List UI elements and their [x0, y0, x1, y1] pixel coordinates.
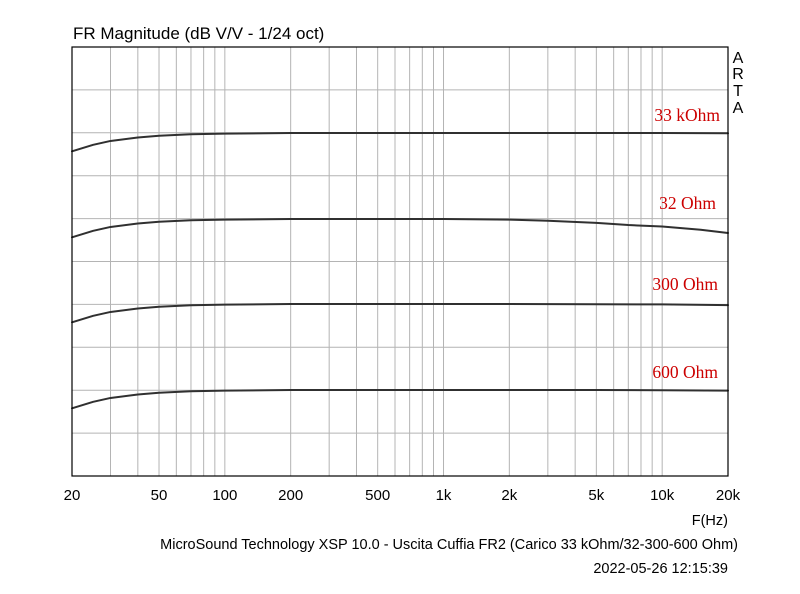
series-label: 300 Ohm [652, 274, 718, 294]
series-label: 600 Ohm [652, 362, 718, 382]
series-line [71, 389, 729, 410]
x-tick-label: 200 [278, 487, 303, 504]
x-tick-label: 20 [64, 487, 81, 504]
brand-letter: A [733, 50, 744, 67]
x-tick-label: 20k [716, 487, 741, 504]
timestamp: 2022-05-26 12:15:39 [593, 561, 728, 577]
series-line [71, 132, 729, 153]
chart-title: FR Magnitude (dB V/V - 1/24 oct) [73, 24, 324, 43]
grid-lines [72, 47, 728, 476]
x-axis-label: F(Hz) [692, 513, 728, 529]
series-labels: 33 kOhm 32 Ohm 300 Ohm 600 Ohm [652, 105, 720, 382]
x-tick-label: 10k [650, 487, 675, 504]
series-curves [71, 132, 729, 410]
x-tick-labels: 20 50 100 200 500 1k 2k 5k 10k 20k [64, 487, 741, 504]
series-label: 33 kOhm [654, 105, 720, 125]
brand-watermark: A R T A [732, 50, 744, 117]
brand-letter: A [733, 100, 744, 117]
x-tick-label: 100 [212, 487, 237, 504]
measurement-caption: MicroSound Technology XSP 10.0 - Uscita … [160, 537, 738, 553]
x-tick-label: 1k [436, 487, 452, 504]
brand-letter: R [732, 66, 744, 83]
plot-frame [71, 46, 729, 477]
x-tick-label: 5k [588, 487, 604, 504]
x-tick-label: 50 [151, 487, 168, 504]
x-tick-label: 2k [501, 487, 517, 504]
brand-letter: T [733, 83, 743, 100]
series-line [71, 303, 729, 324]
series-line [71, 218, 729, 239]
x-tick-label: 500 [365, 487, 390, 504]
series-label: 32 Ohm [659, 193, 716, 213]
